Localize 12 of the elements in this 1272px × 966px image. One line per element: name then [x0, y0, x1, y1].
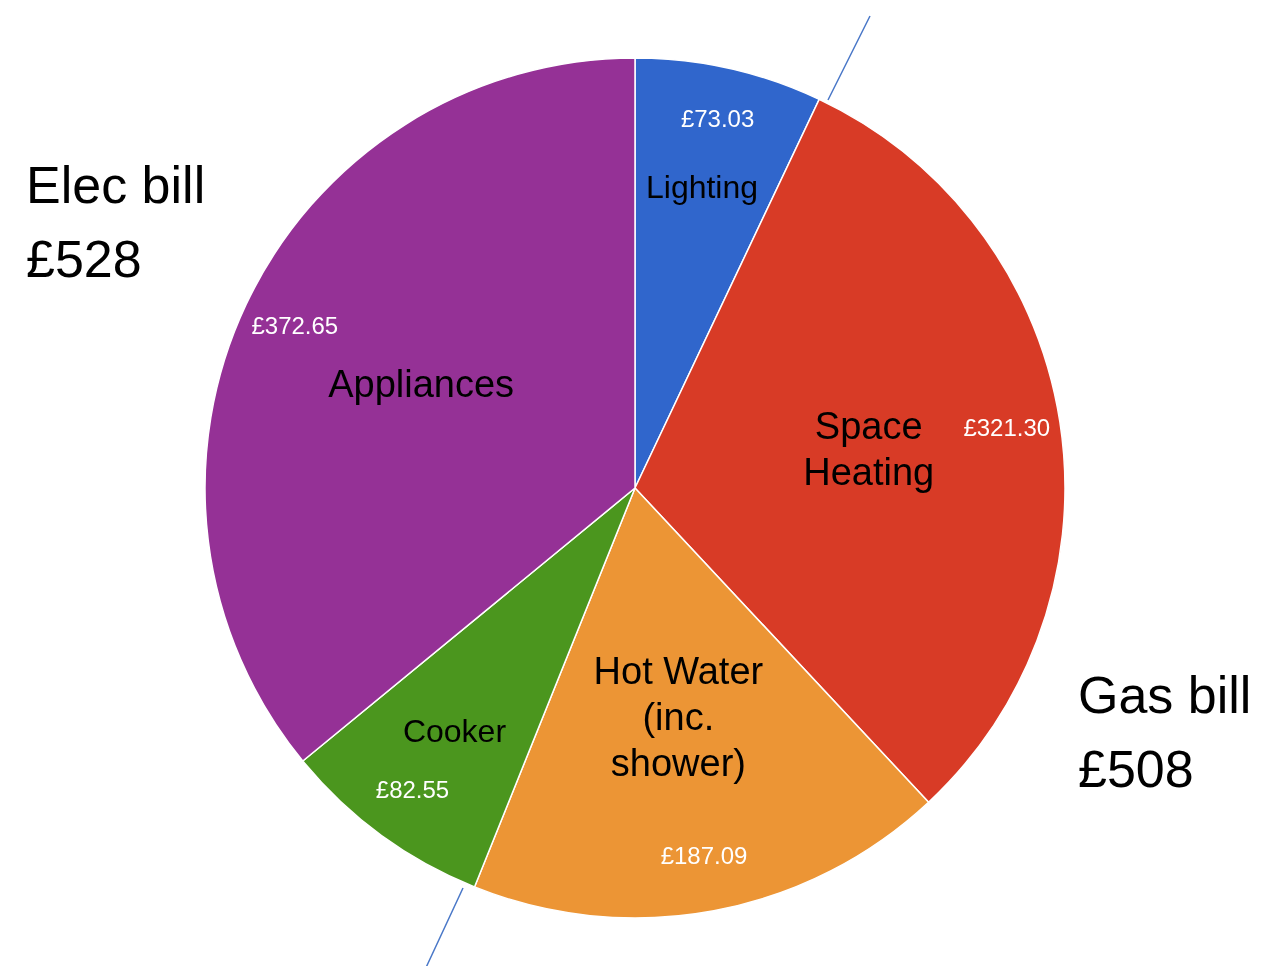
slice-label: Cooker: [402, 713, 507, 750]
data-label: £321.30: [963, 414, 1051, 442]
data-label: £82.55: [375, 775, 450, 803]
slice-label: Lighting: [645, 169, 759, 206]
slice-label: Hot Water (inc. shower): [593, 650, 764, 785]
slice-label: Space Heating: [803, 404, 935, 493]
data-label: £187.09: [660, 842, 748, 870]
text: Elec bill £528: [26, 156, 206, 288]
data-label: £372.65: [251, 311, 339, 339]
text: Gas bill £508: [1078, 666, 1252, 798]
data-label: £73.03: [680, 105, 755, 133]
slice-label: Appliances: [328, 362, 515, 405]
